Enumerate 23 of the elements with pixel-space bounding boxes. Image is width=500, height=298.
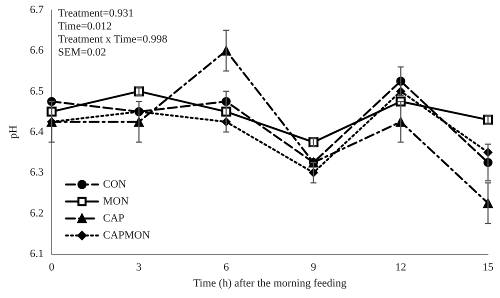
annotation: Treatment=0.931: [58, 8, 134, 20]
annotation: Time=0.012: [58, 20, 112, 32]
x-tick-label: 0: [48, 262, 55, 274]
x-tick-label: 12: [395, 262, 406, 274]
y-tick-label: 6.6: [30, 44, 44, 57]
y-axis-title: pH: [8, 125, 20, 139]
legend-label: CON: [103, 178, 126, 190]
x-tick-label: 15: [482, 262, 494, 274]
y-tick-label: 6.4: [30, 126, 44, 138]
x-tick-label: 3: [136, 262, 142, 274]
x-tick-label: 9: [310, 262, 317, 274]
legend-label: MON: [103, 196, 129, 208]
annotation: SEM=0.02: [58, 46, 106, 58]
y-tick-label: 6.5: [30, 85, 44, 98]
y-tick-label: 6.7: [30, 4, 44, 16]
y-tick-label: 6.1: [30, 248, 44, 260]
annotation: Treatment x Time=0.998: [58, 34, 168, 46]
x-tick-label: 6: [223, 262, 230, 274]
y-tick-label: 6.2: [30, 207, 44, 220]
legend-label: CAP: [103, 212, 124, 224]
legend-label: CAPMON: [103, 230, 150, 242]
x-axis-title: Time (h) after the morning feeding: [193, 278, 347, 290]
y-tick-label: 6.3: [30, 166, 44, 179]
